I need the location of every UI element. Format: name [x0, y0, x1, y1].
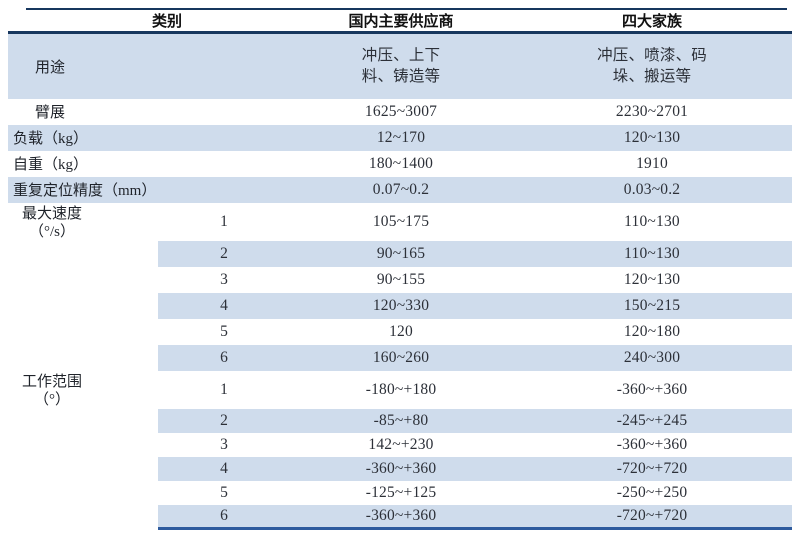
joint-number: 1: [220, 380, 228, 398]
cell-range1-big4: -360~+360: [616, 380, 688, 398]
joint-number: 2: [220, 244, 228, 262]
table-row-arm-span: 臂展 1625~3007 2230~2701: [8, 99, 792, 125]
cell-payload-big4: 120~130: [623, 128, 681, 146]
joint-number: 1: [220, 212, 228, 230]
cell-range4-big4: -720~+720: [616, 459, 688, 477]
table-row-speed-5: 5 120 120~180: [8, 319, 792, 345]
cell-speed2-domestic: 90~165: [376, 244, 426, 262]
cell-speed1-domestic: 105~175: [372, 212, 430, 230]
cell-weight-big4: 1910: [636, 154, 668, 172]
row-label-usage: 用途: [35, 59, 66, 76]
cell-speed3-domestic: 90~155: [376, 270, 426, 288]
cell-arm-span-domestic: 1625~3007: [364, 102, 438, 120]
cell-range2-big4: -245~+245: [616, 411, 688, 429]
cell-speed6-big4: 240~300: [623, 348, 681, 366]
cell-range1-domestic: -180~+180: [365, 380, 437, 398]
cell-payload-domestic: 12~170: [376, 128, 426, 146]
row-label-payload: 负载（kg）: [13, 131, 89, 147]
header-domestic-suppliers: 国内主要供应商: [290, 10, 513, 34]
cell-speed5-big4: 120~180: [623, 322, 681, 340]
table-row-speed-3: 3 90~155 120~130: [8, 267, 792, 293]
row-label-max-speed: 最大速度（°/s）: [8, 203, 158, 371]
table-row-repeatability: 重复定位精度（mm） 0.07~0.2 0.03~0.2: [8, 176, 793, 203]
row-label-work-range: 工作范围（°）: [8, 371, 158, 529]
cell-range5-big4: -250~+250: [616, 483, 688, 501]
joint-number: 6: [220, 348, 228, 366]
header-category: 类别: [8, 10, 291, 34]
cell-range6-big4: -720~+720: [512, 504, 793, 530]
cell-repeatability-domestic: 0.07~0.2: [372, 180, 430, 198]
cell-repeatability-big4: 0.03~0.2: [623, 180, 681, 198]
table-row-range-1: 工作范围（°） 1 -180~+180 -360~+360: [8, 371, 792, 409]
cell-speed6-domestic: 160~260: [372, 348, 430, 366]
cell-range5-domestic: -125~+125: [365, 483, 437, 501]
joint-number: 6: [158, 504, 291, 530]
cell-range6-domestic: -360~+360: [290, 504, 513, 530]
cell-usage-big4: 冲压、喷漆、码垛、搬运等: [512, 33, 792, 99]
row-label-arm-span: 臂展: [35, 105, 66, 121]
row-label-text: 工作范围（°）: [21, 373, 82, 408]
row-label-text: 最大速度（°/s）: [21, 205, 82, 240]
cell-usage-domestic: 冲压、上下料、铸造等: [290, 33, 512, 99]
joint-number: 4: [220, 296, 228, 314]
joint-number: 5: [220, 322, 228, 340]
cell-speed4-domestic: 120~330: [372, 296, 430, 314]
cell-range3-big4: -360~+360: [616, 435, 688, 453]
joint-number: 5: [220, 483, 228, 501]
cell-weight-domestic: 180~1400: [368, 154, 434, 172]
joint-number: 3: [220, 435, 228, 453]
cell-speed2-big4: 110~130: [624, 244, 680, 262]
table-top-border: [26, 8, 787, 10]
robot-spec-table: 类别 国内主要供应商 四大家族 用途 冲压、上下料、铸造等 冲压、喷漆、码垛、搬…: [8, 10, 793, 530]
table-row-weight: 自重（kg） 180~1400 1910: [8, 151, 792, 177]
cell-text: 冲压、喷漆、码垛、搬运等: [597, 47, 707, 86]
table-row-range-5: 5 -125~+125 -250~+250: [8, 481, 792, 505]
joint-number: 3: [220, 270, 228, 288]
row-label-weight: 自重（kg）: [13, 157, 89, 173]
cell-speed3-big4: 120~130: [623, 270, 681, 288]
cell-text: 冲压、上下料、铸造等: [361, 47, 441, 86]
table-row-usage: 用途 冲压、上下料、铸造等 冲压、喷漆、码垛、搬运等: [8, 32, 793, 99]
cell-speed4-big4: 150~215: [623, 296, 681, 314]
cell-speed5-domestic: 120: [389, 322, 413, 340]
table-row-range-3: 3 142~+230 -360~+360: [8, 433, 792, 457]
cell-speed1-big4: 110~130: [624, 212, 680, 230]
cell-range4-domestic: -360~+360: [365, 459, 437, 477]
joint-number: 2: [220, 411, 228, 429]
table-row-speed-1: 最大速度（°/s） 1 105~175 110~130: [8, 203, 792, 241]
header-big-four: 四大家族: [512, 10, 793, 34]
row-label-repeatability: 重复定位精度（mm）: [13, 183, 157, 199]
cell-range2-domestic: -85~+80: [373, 411, 429, 429]
joint-number: 4: [220, 459, 228, 477]
cell-range3-domestic: 142~+230: [368, 435, 434, 453]
table-row-payload: 负载（kg） 12~170 120~130: [8, 124, 793, 151]
cell-arm-span-big4: 2230~2701: [615, 102, 689, 120]
table-header-row: 类别 国内主要供应商 四大家族: [8, 10, 793, 34]
